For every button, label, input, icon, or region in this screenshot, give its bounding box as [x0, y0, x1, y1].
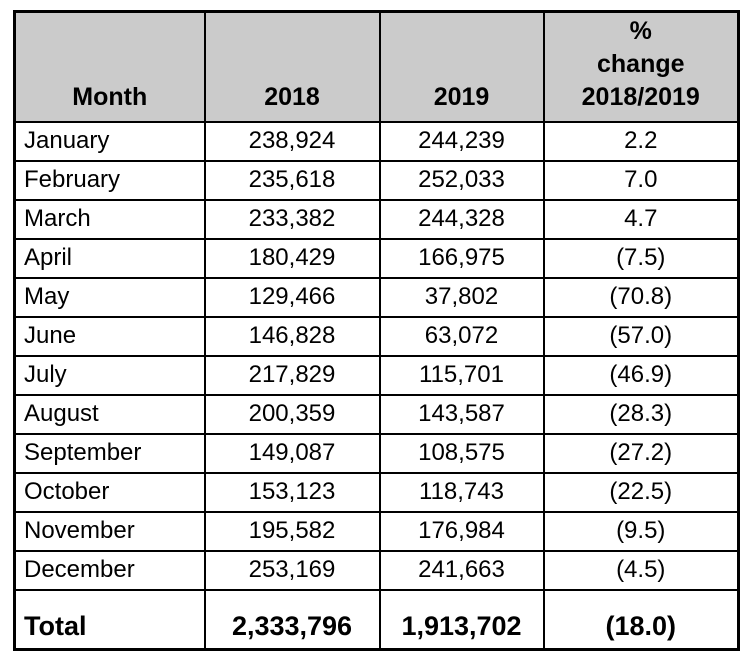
table-body: January 238,924 244,239 2.2 February 235,618 2…	[13, 120, 740, 591]
value-2019-cell: 244,328	[378, 198, 545, 240]
table-footer: Total 2,333,796 1,913,702 (18.0)	[13, 588, 740, 651]
table-row: June 146,828 63,072 (57.0)	[13, 315, 740, 357]
value-2019-cell: 143,587	[378, 393, 545, 435]
month-cell: September	[13, 432, 206, 474]
table-row: October 153,123 118,743 (22.5)	[13, 471, 740, 513]
value-2019-cell: 252,033	[378, 159, 545, 201]
value-2019-cell: 37,802	[378, 276, 545, 318]
pct-change-cell: (9.5)	[542, 510, 740, 552]
table-row: November 195,582 176,984 (9.5)	[13, 510, 740, 552]
value-2019-cell: 244,239	[378, 120, 545, 162]
pct-change-cell: (70.8)	[542, 276, 740, 318]
month-cell: April	[13, 237, 206, 279]
value-2018-cell: 200,359	[203, 393, 381, 435]
table-row: August 200,359 143,587 (28.3)	[13, 393, 740, 435]
pct-change-cell: (28.3)	[542, 393, 740, 435]
table-row: March 233,382 244,328 4.7	[13, 198, 740, 240]
header-pct-change: % change 2018/2019	[542, 10, 740, 123]
month-cell: May	[13, 276, 206, 318]
value-2019-cell: 241,663	[378, 549, 545, 591]
value-2018-cell: 146,828	[203, 315, 381, 357]
pct-change-cell: (7.5)	[542, 237, 740, 279]
month-cell: August	[13, 393, 206, 435]
value-2018-cell: 217,829	[203, 354, 381, 396]
month-cell: December	[13, 549, 206, 591]
pct-change-cell: 4.7	[542, 198, 740, 240]
header-month: Month	[13, 10, 206, 123]
total-label: Total	[13, 588, 206, 651]
value-2018-cell: 149,087	[203, 432, 381, 474]
value-2019-cell: 118,743	[378, 471, 545, 513]
table-row: July 217,829 115,701 (46.9)	[13, 354, 740, 396]
value-2018-cell: 253,169	[203, 549, 381, 591]
value-2018-cell: 153,123	[203, 471, 381, 513]
table-row: December 253,169 241,663 (4.5)	[13, 549, 740, 591]
value-2019-cell: 108,575	[378, 432, 545, 474]
value-2018-cell: 238,924	[203, 120, 381, 162]
month-cell: June	[13, 315, 206, 357]
pct-change-cell: 2.2	[542, 120, 740, 162]
header-row: Month 2018 2019 % change 2018/2019	[13, 10, 740, 123]
total-2019: 1,913,702	[378, 588, 545, 651]
total-row: Total 2,333,796 1,913,702 (18.0)	[13, 588, 740, 651]
month-cell: July	[13, 354, 206, 396]
pct-change-cell: (4.5)	[542, 549, 740, 591]
month-cell: October	[13, 471, 206, 513]
total-pct-change: (18.0)	[542, 588, 740, 651]
value-2018-cell: 195,582	[203, 510, 381, 552]
table-row: May 129,466 37,802 (70.8)	[13, 276, 740, 318]
pct-change-cell: (22.5)	[542, 471, 740, 513]
pct-change-cell: (57.0)	[542, 315, 740, 357]
value-2019-cell: 115,701	[378, 354, 545, 396]
month-cell: January	[13, 120, 206, 162]
pct-change-cell: (46.9)	[542, 354, 740, 396]
value-2019-cell: 166,975	[378, 237, 545, 279]
header-2019: 2019	[378, 10, 545, 123]
value-2019-cell: 63,072	[378, 315, 545, 357]
value-2018-cell: 235,618	[203, 159, 381, 201]
table-row: January 238,924 244,239 2.2	[13, 120, 740, 162]
total-2018: 2,333,796	[203, 588, 381, 651]
pct-change-cell: 7.0	[542, 159, 740, 201]
table-header: Month 2018 2019 % change 2018/2019	[13, 10, 740, 123]
table-row: April 180,429 166,975 (7.5)	[13, 237, 740, 279]
monthly-comparison-table: Month 2018 2019 % change 2018/2019 Janua…	[13, 10, 740, 651]
month-cell: March	[13, 198, 206, 240]
value-2018-cell: 129,466	[203, 276, 381, 318]
value-2018-cell: 180,429	[203, 237, 381, 279]
pct-change-cell: (27.2)	[542, 432, 740, 474]
value-2019-cell: 176,984	[378, 510, 545, 552]
header-2018: 2018	[203, 10, 381, 123]
month-cell: February	[13, 159, 206, 201]
value-2018-cell: 233,382	[203, 198, 381, 240]
table-row: February 235,618 252,033 7.0	[13, 159, 740, 201]
table-row: September 149,087 108,575 (27.2)	[13, 432, 740, 474]
month-cell: November	[13, 510, 206, 552]
